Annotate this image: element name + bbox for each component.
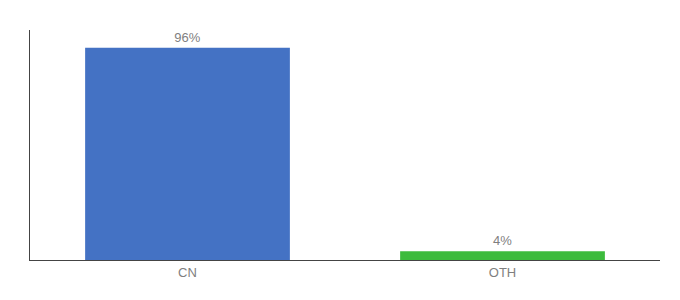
- svg-text:OTH: OTH: [489, 265, 516, 280]
- svg-text:CN: CN: [178, 265, 197, 280]
- svg-text:96%: 96%: [174, 30, 200, 45]
- svg-text:4%: 4%: [493, 233, 512, 248]
